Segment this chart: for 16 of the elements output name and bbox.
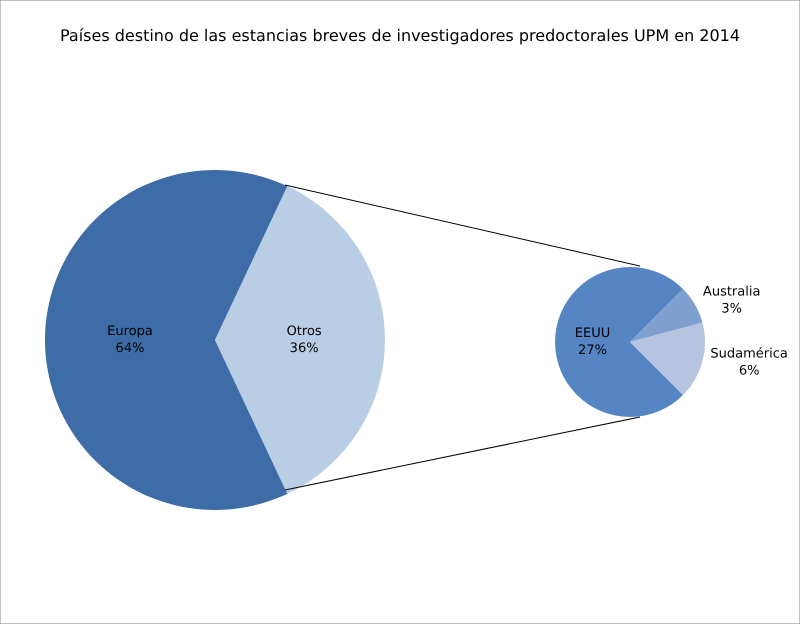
pie-slice — [630, 288, 702, 342]
data-label: 3% — [721, 301, 742, 316]
data-label: 6% — [738, 363, 760, 378]
slice-label: EEUU — [574, 326, 610, 342]
pie-slice — [555, 267, 684, 417]
pie-slice — [45, 170, 288, 510]
slice-label: Sudamérica — [710, 346, 788, 362]
data-label: 36% — [290, 340, 319, 356]
slice-label: Europa — [107, 324, 153, 340]
slice-label: Otros — [286, 324, 322, 340]
data-label: 27% — [578, 342, 607, 358]
pie-slice — [630, 322, 705, 396]
chart-title: Países destino de las estancias breves de investigadores predoctorales UPM en 2014 — [60, 26, 740, 46]
pie-slice — [215, 186, 385, 494]
data-label: 64% — [116, 340, 144, 356]
slice-label: Australia — [702, 284, 760, 300]
